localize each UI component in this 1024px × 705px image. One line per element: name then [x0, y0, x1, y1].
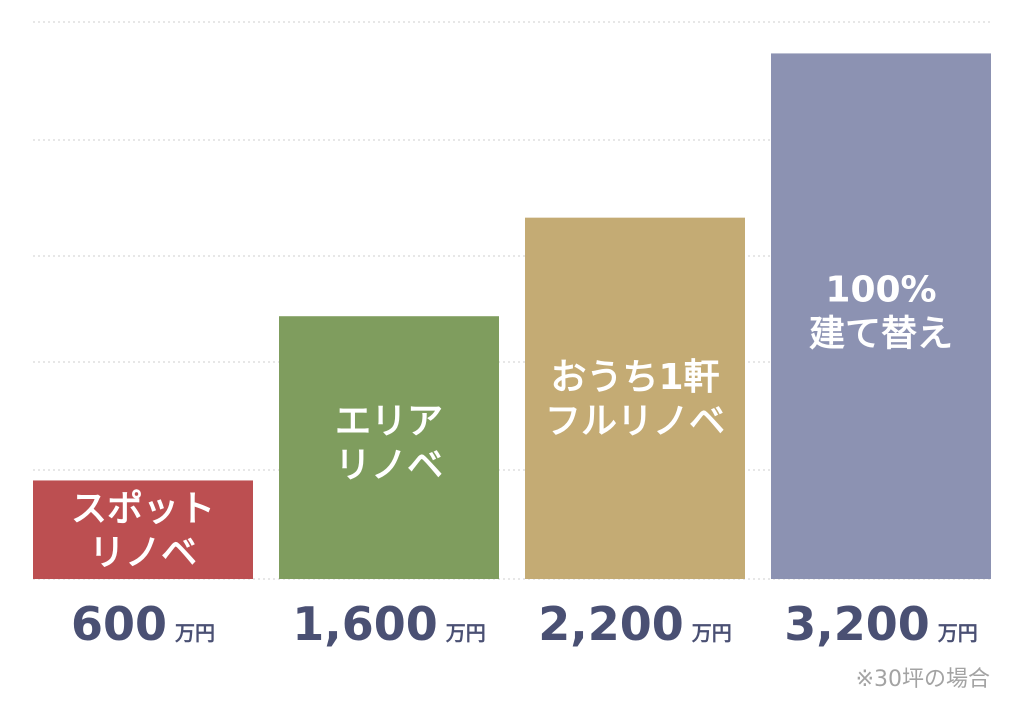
bar	[771, 53, 991, 579]
bar-category-label: おうち1軒	[550, 357, 719, 398]
bar-value-label: 2,200 万円	[538, 597, 732, 651]
footnote: ※30坪の場合	[856, 667, 990, 692]
bar	[279, 316, 499, 579]
bar-category-label: リノベ	[89, 532, 197, 573]
value-labels: 600 万円 1,600 万円 2,200 万円 3,200 万円	[71, 597, 978, 651]
bar-category-label: エリア	[335, 401, 443, 442]
bar-category-label: 100%	[825, 270, 936, 311]
bar-value-label: 600 万円	[71, 597, 215, 651]
bar-category-label: スポット	[71, 487, 215, 529]
bar-value-label: 3,200 万円	[784, 597, 978, 651]
bar	[33, 480, 253, 579]
bar	[525, 217, 745, 579]
bar-category-label: リノベ	[335, 445, 443, 486]
bar-value-label: 1,600 万円	[292, 597, 486, 651]
bar-category-label: 建て替え	[809, 314, 953, 355]
bar-category-label: フルリノベ	[545, 401, 725, 442]
bars	[33, 53, 991, 579]
